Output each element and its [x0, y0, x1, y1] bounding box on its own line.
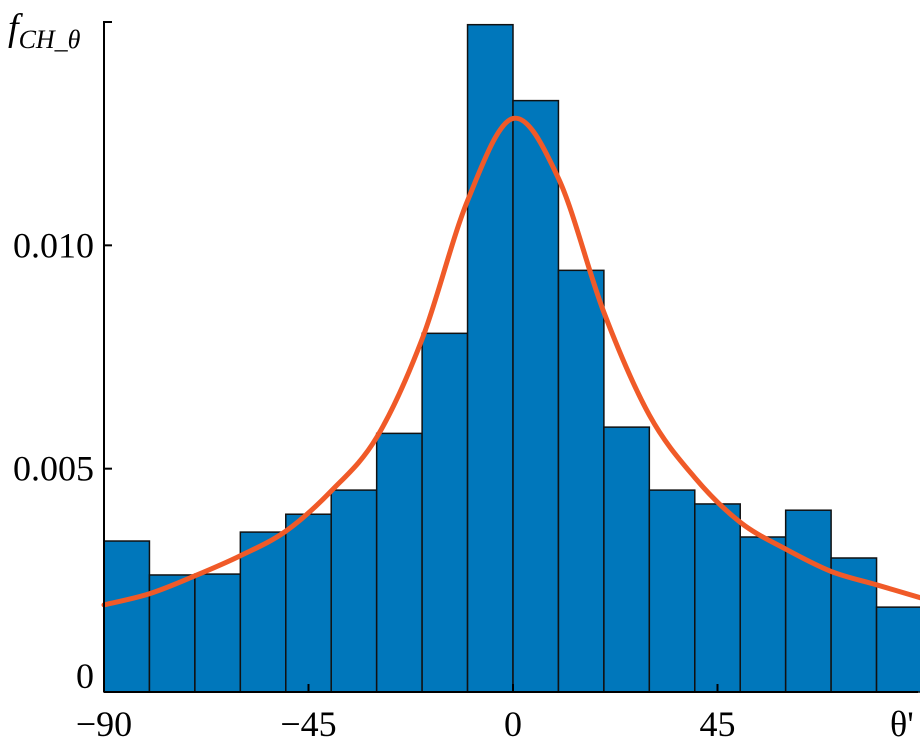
histogram-bar	[239, 531, 287, 693]
histogram-bar	[148, 574, 196, 693]
histogram-bar	[739, 536, 787, 693]
y-tick-label: 0.010	[13, 225, 94, 265]
x-tick-label: −45	[280, 704, 336, 742]
y-tick-label: 0.005	[13, 449, 94, 489]
y-tick-label: 0	[76, 656, 94, 696]
x-tick-label: 45	[700, 704, 736, 742]
histogram-bar	[784, 509, 832, 693]
histogram-bar	[194, 573, 242, 693]
x-tick-label: −90	[76, 704, 132, 742]
histogram-bar	[421, 332, 469, 693]
histogram-bar	[557, 269, 605, 693]
fitted-curve	[101, 115, 920, 608]
histogram-bar	[648, 489, 696, 693]
y-axis-label: fCH_θ	[8, 7, 81, 54]
histogram-bar	[512, 99, 560, 693]
bars	[103, 23, 920, 693]
x-tick-label: 0	[504, 704, 522, 742]
histogram-bar	[375, 432, 423, 693]
x-axis-label: θ'	[890, 704, 914, 742]
histogram-bar	[875, 606, 920, 693]
histogram-bar	[103, 540, 151, 693]
histogram-bar	[330, 489, 378, 693]
ticks: 0 0.005 0.010 −90 −45 0 45	[13, 21, 736, 742]
histogram-bar	[603, 426, 651, 693]
histogram-bar	[466, 23, 514, 693]
histogram-bar	[694, 503, 741, 693]
histogram-bar	[285, 513, 332, 693]
